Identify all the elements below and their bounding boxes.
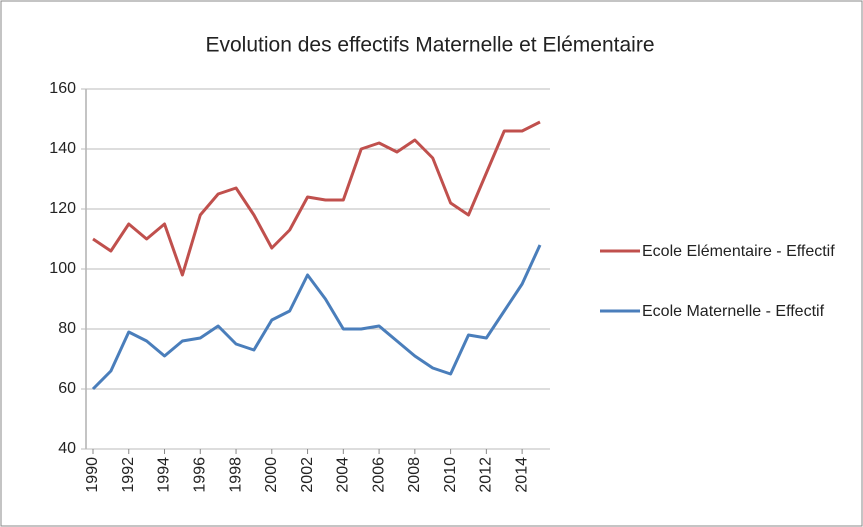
x-tick-label: 2000 xyxy=(263,457,280,493)
x-tick-label: 2014 xyxy=(513,457,530,493)
line-series xyxy=(91,244,542,391)
line-series xyxy=(92,120,541,277)
y-tick-label: 40 xyxy=(58,440,76,457)
x-tick-label: 2010 xyxy=(442,457,459,493)
x-tick-label: 1992 xyxy=(120,457,137,493)
x-tick-label: 2004 xyxy=(335,457,352,493)
y-tick-label: 80 xyxy=(58,320,76,337)
legend-label: Ecole Elémentaire - Effectif xyxy=(642,243,835,260)
x-tick-label: 1996 xyxy=(191,457,208,493)
chart-title: Evolution des effectifs Maternelle et El… xyxy=(205,34,654,57)
y-tick-label: 160 xyxy=(49,80,76,97)
x-tick-label: 1990 xyxy=(84,457,101,493)
x-tick-label: 2012 xyxy=(478,457,495,493)
x-tick-label: 2006 xyxy=(370,457,387,493)
x-tick-label: 1998 xyxy=(227,457,244,493)
y-tick-label: 120 xyxy=(49,200,76,217)
x-tick-label: 2002 xyxy=(299,457,316,493)
x-tick-label: 1994 xyxy=(156,457,173,493)
x-tick-label: 2008 xyxy=(406,457,423,493)
y-tick-label: 100 xyxy=(49,260,76,277)
y-tick-label: 60 xyxy=(58,380,76,397)
y-tick-label: 140 xyxy=(49,140,76,157)
legend-label: Ecole Maternelle - Effectif xyxy=(642,303,825,320)
